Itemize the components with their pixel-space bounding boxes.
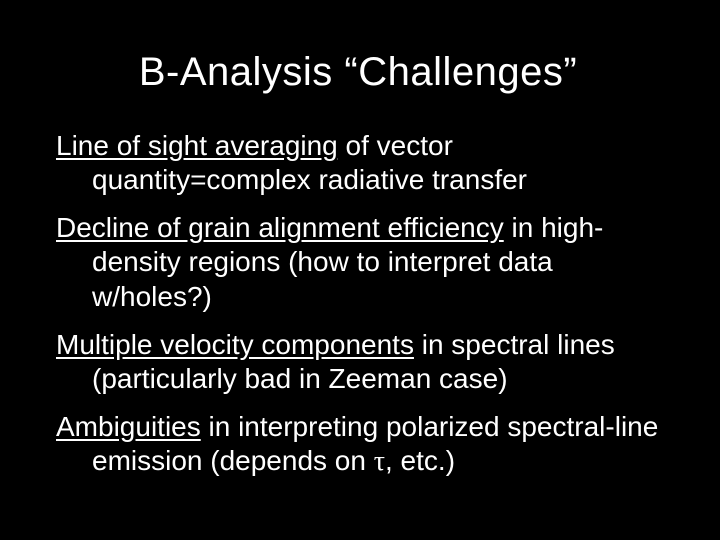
bullet-velocity-components: Multiple velocity components in spectral… (56, 328, 660, 396)
bullet-grain-alignment: Decline of grain alignment efficiency in… (56, 211, 660, 313)
lead-underlined: Decline of grain alignment efficiency (56, 212, 504, 243)
lead-underlined: Ambiguities (56, 411, 201, 442)
slide-title: B-Analysis “Challenges” (56, 50, 660, 95)
bullet-line-of-sight: Line of sight averaging of vector quanti… (56, 129, 660, 197)
lead-underlined: Multiple velocity components (56, 329, 414, 360)
slide-body: Line of sight averaging of vector quanti… (56, 129, 660, 479)
bullet-ambiguities: Ambiguities in interpreting polarized sp… (56, 410, 660, 479)
rest-text-b: , etc.) (385, 445, 455, 476)
tau-symbol: τ (374, 446, 385, 477)
slide: B-Analysis “Challenges” Line of sight av… (0, 0, 720, 540)
lead-underlined: Line of sight averaging (56, 130, 338, 161)
